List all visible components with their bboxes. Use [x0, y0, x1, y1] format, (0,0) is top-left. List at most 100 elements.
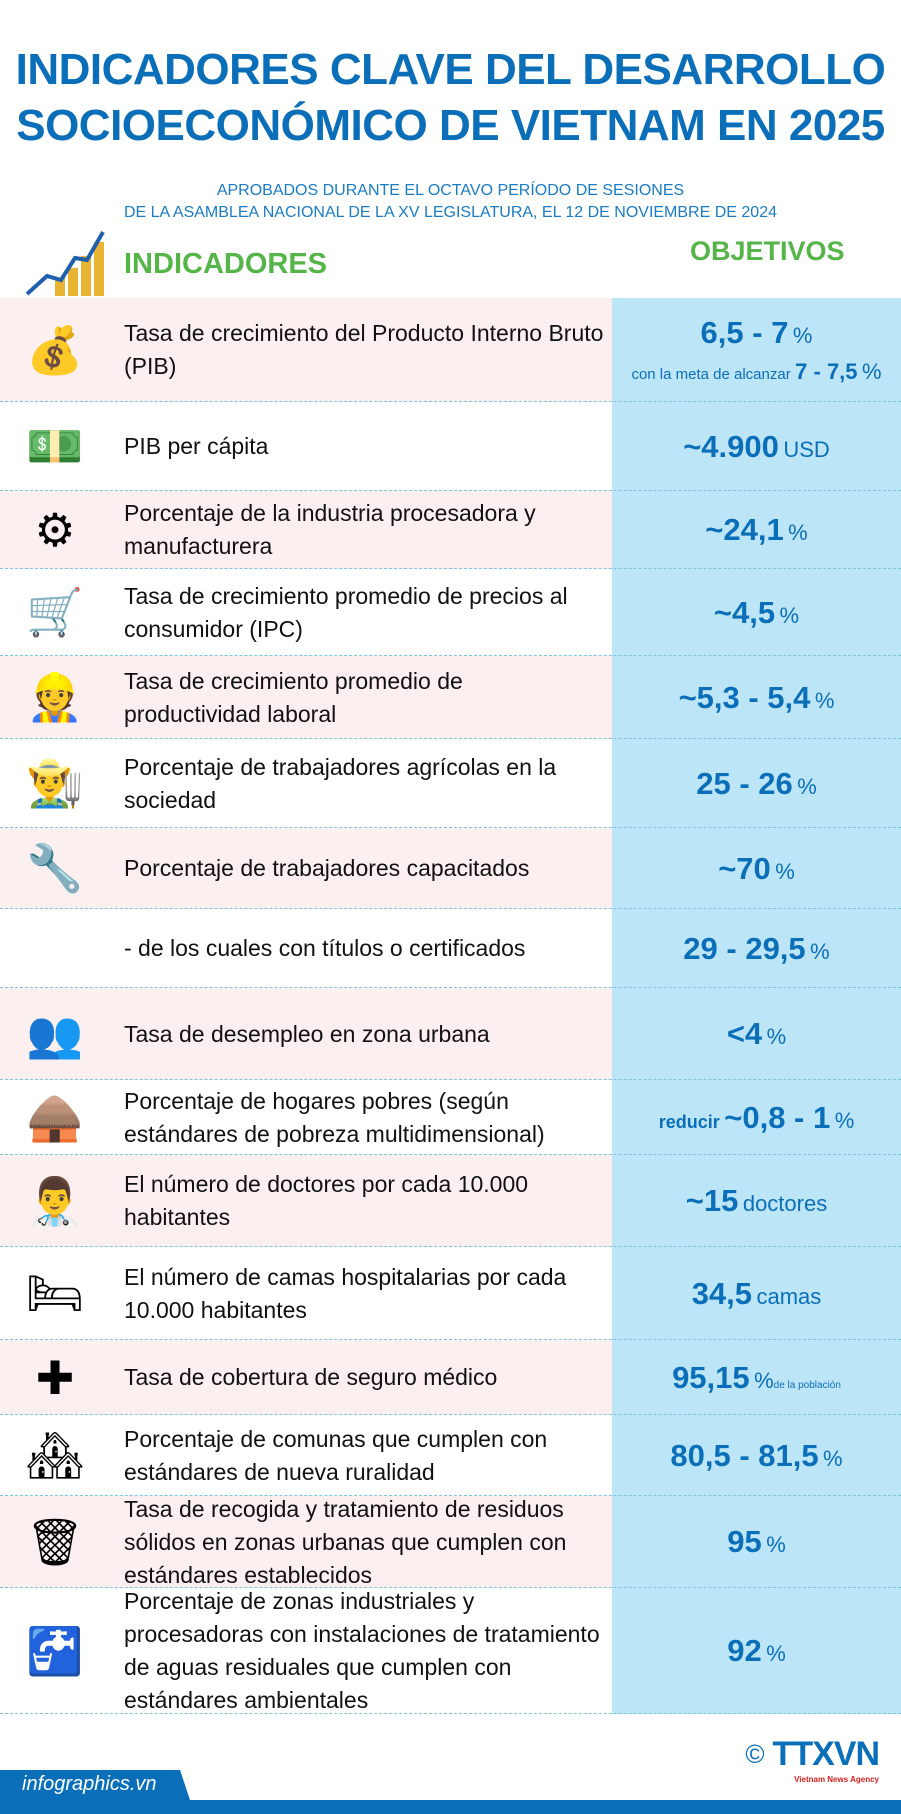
row-divider [0, 1587, 901, 1588]
target-cell: 92 % [612, 1633, 901, 1669]
target-unit: % [775, 858, 795, 884]
indicator-label: Porcentaje de zonas industriales y proce… [124, 1588, 600, 1713]
growth-coins-icon [25, 231, 105, 296]
indicator-row: 💵 PIB per cápita ~4.900 USD [0, 402, 901, 491]
row-divider [0, 987, 901, 988]
target-unit: doctores [742, 1191, 828, 1216]
target-value: 29 - 29,5 [683, 930, 806, 966]
straw-hut-icon: 🛖 [26, 1091, 84, 1143]
target-unit: % [792, 323, 813, 348]
value-suffix: de la población [773, 1379, 841, 1391]
target-value: 6,5 - 7 [700, 315, 789, 350]
target-unit: % [810, 938, 830, 964]
indicator-row: 🗑 Tasa de recogida y tratamiento de resi… [0, 1496, 901, 1588]
target-cell: 6,5 - 7 % con la meta de alcanzar 7 - 7,5… [612, 315, 901, 385]
money-bag-icon: 💰 [26, 323, 84, 376]
target-cell: ~4,5 % [612, 595, 901, 631]
trained-worker-icon: 🔧 [26, 842, 84, 894]
target-unit: % [766, 1532, 786, 1557]
target-cell: ~15 doctores [612, 1183, 901, 1219]
target-unit: % [788, 520, 808, 545]
target-cell: 95 % [612, 1524, 901, 1560]
worker-chart-icon: 👷 [26, 671, 84, 723]
indicator-row: 🏘 Porcentaje de comunas que cumplen con … [0, 1415, 901, 1496]
row-divider [0, 908, 901, 909]
shopping-cart-cpi-icon: 🛒 [26, 586, 84, 638]
subtitle-line-1: APROBADOS DURANTE EL OCTAVO PERÍODO DE S… [216, 182, 685, 199]
rural-village-icon: 🏘 [25, 1429, 85, 1481]
row-divider [0, 1713, 901, 1714]
indicator-row: 🚰 Porcentaje de zonas industriales y pro… [0, 1588, 901, 1714]
target-unit: % [766, 1641, 786, 1666]
doctor-icon: 👨‍⚕️ [26, 1174, 84, 1227]
value-prefix: reducir [658, 1111, 720, 1132]
target-cell: 95,15 %de la población [612, 1360, 901, 1396]
target-value: ~4.900 [683, 428, 779, 464]
indicator-label: Tasa de crecimiento promedio de producti… [124, 667, 463, 727]
agency-name: Vietnam News Agency [794, 1775, 879, 1784]
indicator-label: Porcentaje de la industria procesadora y… [124, 500, 536, 559]
indicator-label: Porcentaje de comunas que cumplen con es… [124, 1425, 548, 1485]
row-divider [0, 655, 901, 656]
target-unit: % [797, 773, 817, 799]
footer-bar [0, 1800, 901, 1814]
indicator-label: Tasa de recogida y tratamiento de residu… [124, 1495, 567, 1588]
hospital-bed-icon: 🛏 [25, 1267, 85, 1319]
indicator-label: - de los cuales con títulos o certificad… [124, 935, 526, 961]
indicators-header: INDICADORES [124, 248, 328, 280]
row-divider [0, 1079, 901, 1080]
row-divider [0, 1246, 901, 1247]
indicator-row: ⚙ Porcentaje de la industria procesadora… [0, 491, 901, 569]
footer-site-tab: infographics.vn [0, 1770, 190, 1800]
target-unit: % [814, 687, 835, 713]
target-unit: % [779, 602, 800, 628]
title-line-2: SOCIOECONÓMICO DE VIETNAM EN 2025 [16, 101, 885, 150]
row-divider [0, 827, 901, 828]
target-cell: ~24,1 % [612, 512, 901, 548]
note-prefix: con la meta de alcanzar [631, 366, 791, 383]
target-value: 95 [727, 1524, 762, 1559]
indicator-label: Porcentaje de trabajadores capacitados [124, 855, 530, 881]
target-value: 80,5 - 81,5 [670, 1437, 819, 1473]
note-value: 7 - 7,5 [795, 359, 858, 384]
subtitle: APROBADOS DURANTE EL OCTAVO PERÍODO DE S… [0, 180, 901, 224]
target-cell: ~5,3 - 5,4 % [612, 680, 901, 716]
row-divider [0, 1495, 901, 1496]
target-value: ~24,1 [705, 512, 784, 547]
target-unit: % [766, 1024, 787, 1049]
target-value: ~0,8 - 1 [724, 1099, 831, 1135]
indicator-row: 👥 Tasa de desempleo en zona urbana <4 % [0, 988, 901, 1080]
logo-text: TTXVN [772, 1735, 880, 1773]
row-divider [0, 568, 901, 569]
indicator-label: PIB per cápita [124, 433, 269, 459]
target-value: <4 [726, 1016, 763, 1051]
indicator-row: 👨‍⚕️ El número de doctores por cada 10.0… [0, 1155, 901, 1247]
copyright-symbol: © [745, 1739, 765, 1769]
target-value: 92 [727, 1633, 762, 1668]
indicator-label: El número de doctores por cada 10.000 ha… [124, 1171, 529, 1230]
target-value: ~70 [718, 850, 771, 886]
title-line-1: INDICADORES CLAVE DEL DESARROLLO [15, 45, 886, 94]
indicator-row: - de los cuales con títulos o certificad… [0, 909, 901, 988]
target-cell: <4 % [612, 1016, 901, 1052]
wastewater-pipe-icon: 🚰 [26, 1624, 84, 1677]
target-unit: % [834, 1107, 855, 1133]
target-unit: camas [756, 1283, 822, 1309]
indicator-row: ✚ Tasa de cobertura de seguro médico 95,… [0, 1340, 901, 1415]
page-title: INDICADORES CLAVE DEL DESARROLLO SOCIOEC… [0, 42, 901, 154]
target-unit: USD [783, 436, 830, 462]
target-cell: 25 - 26 % [612, 766, 901, 802]
target-value: 34,5 [691, 1275, 753, 1311]
unemployed-people-icon: 👥 [26, 1007, 84, 1060]
cash-stack-icon: 💵 [26, 420, 84, 472]
target-value: 25 - 26 [696, 765, 793, 801]
indicator-label: El número de camas hospitalarias por cad… [124, 1263, 567, 1323]
target-cell: 80,5 - 81,5 % [612, 1438, 901, 1474]
health-insurance-icon: ✚ [35, 1351, 75, 1404]
indicator-label: Porcentaje de hogares pobres (según está… [124, 1087, 545, 1147]
target-unit: % [754, 1367, 774, 1393]
note-unit: % [861, 359, 882, 384]
subtitle-line-2: DE LA ASAMBLEA NACIONAL DE LA XV LEGISLA… [123, 204, 777, 221]
target-cell: 34,5 camas [612, 1276, 901, 1312]
target-cell: ~70 % [612, 851, 901, 887]
